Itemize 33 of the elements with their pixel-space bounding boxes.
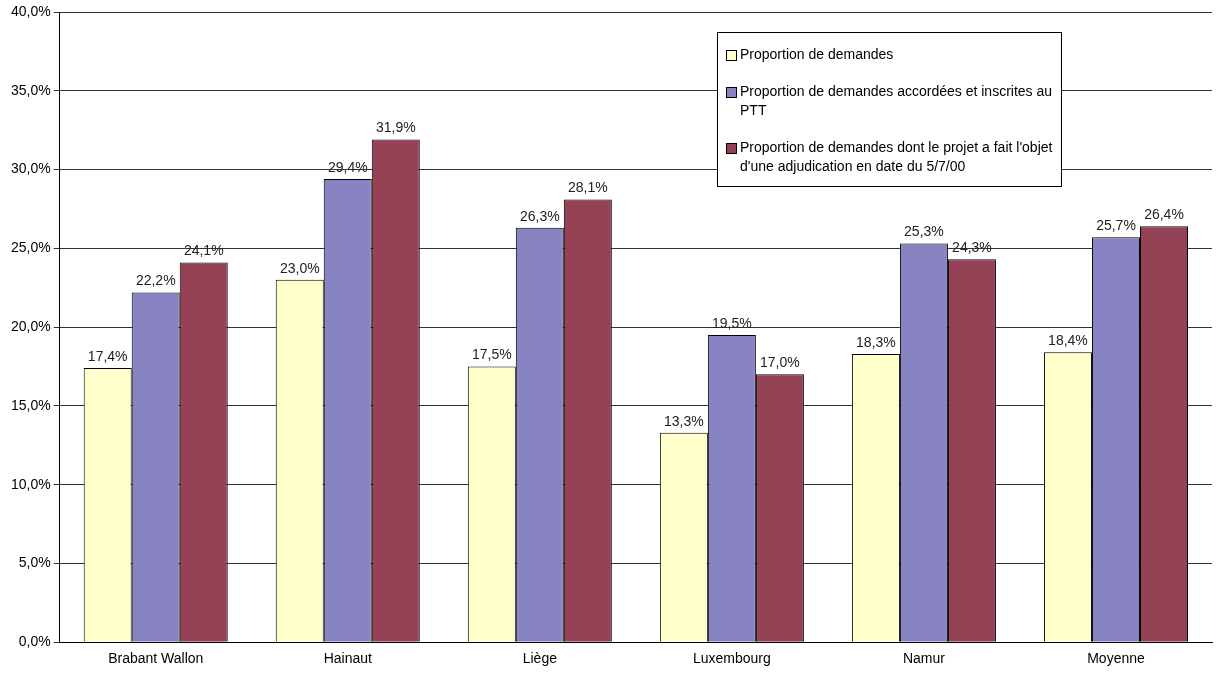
data-label: 17,5% [471,346,512,363]
y-tick-label: 30,0% [10,160,51,177]
x-tick-label: Brabant Wallon [108,650,204,667]
data-label: 26,3% [519,207,560,224]
data-label: 17,4% [87,347,128,364]
x-tick-label: Liège [522,650,558,667]
x-tick-label: Namur [902,650,946,667]
y-tick-label: 20,0% [10,317,51,334]
y-tick-label: 15,0% [10,396,51,413]
data-label: 19,5% [712,314,752,331]
legend-label: Proportion de demandes dont le projet a fait l'objet d'une adjudication en date du 5/7/00 [740,138,1053,176]
data-label: 18,3% [856,333,896,350]
y-tick-label: 35,0% [10,81,51,98]
data-label: 13,3% [664,412,704,429]
data-label: 22,2% [135,272,176,289]
data-label: 25,7% [1096,217,1136,234]
y-tick-label: 5,0% [18,554,51,571]
y-tick-label: 40,0% [10,2,51,19]
x-tick-label: Luxembourg [692,650,771,667]
legend-label: Proportion de demandes accordées et inscrites au PTT [740,82,1053,120]
data-label: 31,9% [375,119,416,136]
y-tick-label: 0,0% [18,633,51,650]
y-tick-label: 10,0% [10,475,51,492]
x-tick-label: Hainaut [323,650,372,667]
data-label: 17,0% [760,354,800,371]
data-label: 25,3% [904,223,944,240]
data-label: 18,4% [1048,332,1088,349]
data-label: 28,1% [567,179,608,196]
x-tick-label: Moyenne [1087,650,1145,667]
y-tick-label: 25,0% [10,239,51,256]
data-label: 26,4% [1144,206,1184,223]
legend-label: Proportion de demandes [740,45,894,64]
data-label: 23,0% [279,259,320,276]
